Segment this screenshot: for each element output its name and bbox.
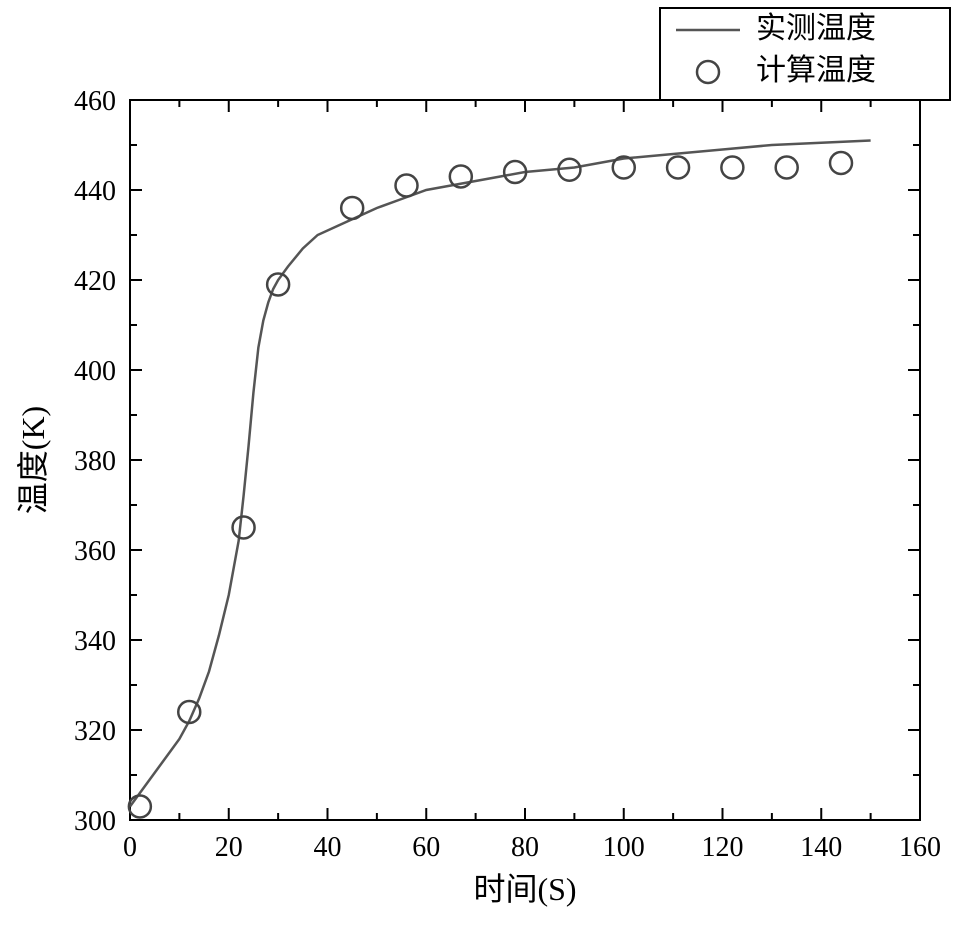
calculated-marker — [776, 157, 798, 179]
y-tick-label: 360 — [74, 536, 116, 567]
temperature-vs-time-chart: 0 20 40 60 80 100 120 140 160 300 320 340 360 380 400 4… — [0, 0, 964, 938]
y-tick-label: 400 — [74, 356, 116, 387]
y-tick-label: 440 — [74, 176, 116, 207]
calculated-marker — [129, 796, 151, 818]
x-tick-label: 20 — [215, 832, 243, 863]
x-tick-label: 60 — [412, 832, 440, 863]
calculated-marker — [267, 274, 289, 296]
y-tick-label: 300 — [74, 806, 116, 837]
x-tick-label: 100 — [603, 832, 645, 863]
x-tick-label: 120 — [702, 832, 744, 863]
calculated-marker — [667, 157, 689, 179]
x-tick-label: 160 — [899, 832, 941, 863]
y-tick-label: 320 — [74, 716, 116, 747]
calculated-marker — [396, 175, 418, 197]
y-tick-label: 340 — [74, 626, 116, 657]
x-axis-label: 时间(S) — [473, 871, 576, 907]
measured-line — [130, 141, 871, 807]
y-tick-label: 420 — [74, 266, 116, 297]
x-tick-label: 40 — [314, 832, 342, 863]
x-tick-label: 0 — [123, 832, 137, 863]
chart-container: 0 20 40 60 80 100 120 140 160 300 320 340 360 380 400 4… — [0, 0, 964, 938]
plot-border — [130, 100, 920, 820]
y-tick-label: 380 — [74, 446, 116, 477]
legend-label: 计算温度 — [756, 54, 876, 87]
legend-label: 实测温度 — [756, 12, 876, 45]
x-tick-label: 80 — [511, 832, 539, 863]
calculated-marker — [341, 197, 363, 219]
calculated-marker — [830, 152, 852, 174]
y-tick-label: 460 — [74, 86, 116, 117]
calculated-marker — [613, 157, 635, 179]
x-tick-label: 140 — [800, 832, 842, 863]
y-axis-label: 温度(K) — [15, 406, 51, 514]
calculated-marker — [721, 157, 743, 179]
calculated-marker — [233, 517, 255, 539]
